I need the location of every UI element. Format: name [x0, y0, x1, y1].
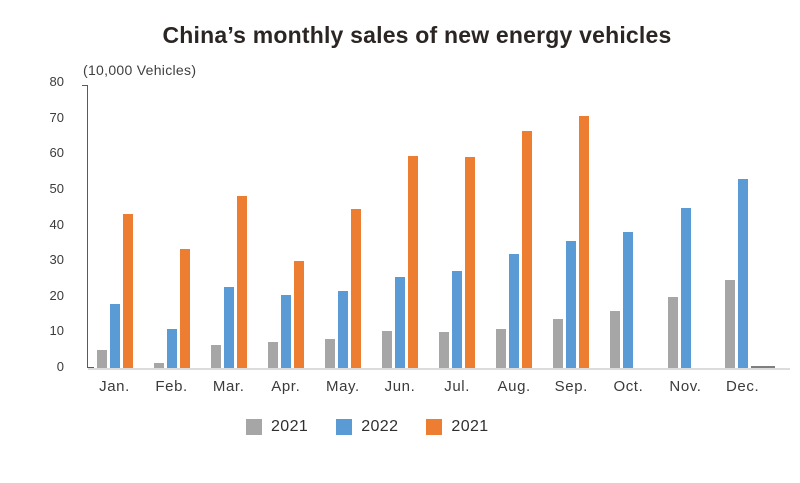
legend-swatch-icon — [336, 419, 353, 435]
bar-series2-2022-may — [337, 291, 348, 368]
bar-series2-2022-dec — [737, 179, 748, 368]
y-tick-label-20: 20 — [49, 287, 64, 303]
bar-series2-2022-oct — [623, 232, 634, 368]
bar-series1-2021-feb — [153, 363, 164, 368]
bar-series1-2021-jul — [439, 332, 450, 368]
x-label-apr: Apr. — [271, 378, 301, 395]
bar-series1-2021-oct — [610, 311, 621, 368]
x-label-sep: Sep. — [554, 378, 588, 395]
bar-series3-2021-may — [350, 209, 361, 368]
legend-label: 2021 — [451, 418, 489, 435]
y-axis-line — [87, 85, 88, 368]
y-axis-zero-tick — [87, 367, 94, 368]
bar-series3-2021-jun — [408, 156, 418, 368]
bar-series2-2022-mar — [223, 287, 234, 368]
x-label-jun: Jun. — [384, 378, 416, 395]
x-label-may: May. — [325, 378, 360, 395]
x-label-nov: Nov. — [669, 378, 702, 395]
y-tick-label-10: 10 — [49, 323, 64, 339]
y-tick-label-40: 40 — [49, 216, 64, 232]
y-tick-label-60: 60 — [49, 145, 64, 161]
y-axis-top-tick — [82, 85, 88, 86]
y-tick-label-30: 30 — [49, 252, 64, 268]
bar-series1-2021-aug — [496, 329, 507, 368]
x-label-jul: Jul. — [444, 378, 470, 395]
x-label-mar: Mar. — [212, 378, 245, 395]
legend-item-series1: 2021 — [246, 418, 308, 436]
bar-series1-2021-mar — [210, 345, 221, 368]
bar-series3-2021-jan — [122, 214, 133, 368]
bar-2021-dec-zero-marker — [750, 366, 775, 368]
y-axis-units-label: (10,000 Vehicles) — [83, 62, 197, 78]
bar-series2-2022-jun — [395, 277, 405, 368]
y-tick-label-70: 70 — [49, 109, 64, 125]
bar-series2-2022-nov — [680, 208, 691, 368]
y-tick-label-50: 50 — [49, 180, 64, 196]
bar-series3-2021-feb — [179, 249, 190, 368]
bar-series1-2021-jan — [96, 350, 107, 368]
bar-series2-2022-aug — [509, 254, 520, 368]
bar-series2-2022-sep — [566, 241, 577, 368]
bar-series3-2021-aug — [522, 131, 533, 368]
legend-item-series3: 2021 — [426, 418, 488, 436]
bar-series2-2022-feb — [166, 329, 177, 368]
bar-series1-2021-jun — [382, 331, 392, 368]
legend: 2021 2022 2021 — [246, 418, 489, 436]
bar-series1-2021-may — [324, 339, 335, 368]
x-axis-line — [88, 368, 790, 370]
bar-series1-2021-nov — [667, 297, 678, 368]
bar-series1-2021-sep — [553, 319, 564, 368]
x-label-feb: Feb. — [155, 378, 188, 395]
legend-label: 2021 — [271, 418, 309, 435]
bar-series1-2021-apr — [267, 342, 278, 368]
bar-series3-2021-jul — [465, 157, 476, 368]
legend-label: 2022 — [361, 418, 399, 435]
x-label-oct: Oct. — [613, 378, 644, 395]
y-tick-label-0: 0 — [56, 359, 64, 374]
bar-series2-2022-jul — [452, 271, 463, 368]
bar-series2-2022-apr — [280, 295, 291, 368]
bar-series1-2021-dec — [724, 280, 735, 368]
chart-title: China’s monthly sales of new energy vehi… — [162, 22, 672, 48]
x-label-jan: Jan. — [99, 378, 130, 395]
bar-series3-2021-mar — [236, 196, 247, 368]
bar-series3-2021-sep — [579, 116, 590, 368]
y-tick-label-80: 80 — [49, 74, 64, 89]
legend-swatch-icon — [246, 419, 262, 435]
legend-item-series2: 2022 — [336, 418, 398, 436]
x-label-dec: Dec. — [725, 378, 760, 395]
x-label-aug: Aug. — [497, 378, 531, 395]
bar-series2-2022-jan — [109, 304, 120, 368]
legend-swatch-icon — [426, 419, 443, 435]
bar-series3-2021-apr — [293, 261, 304, 368]
